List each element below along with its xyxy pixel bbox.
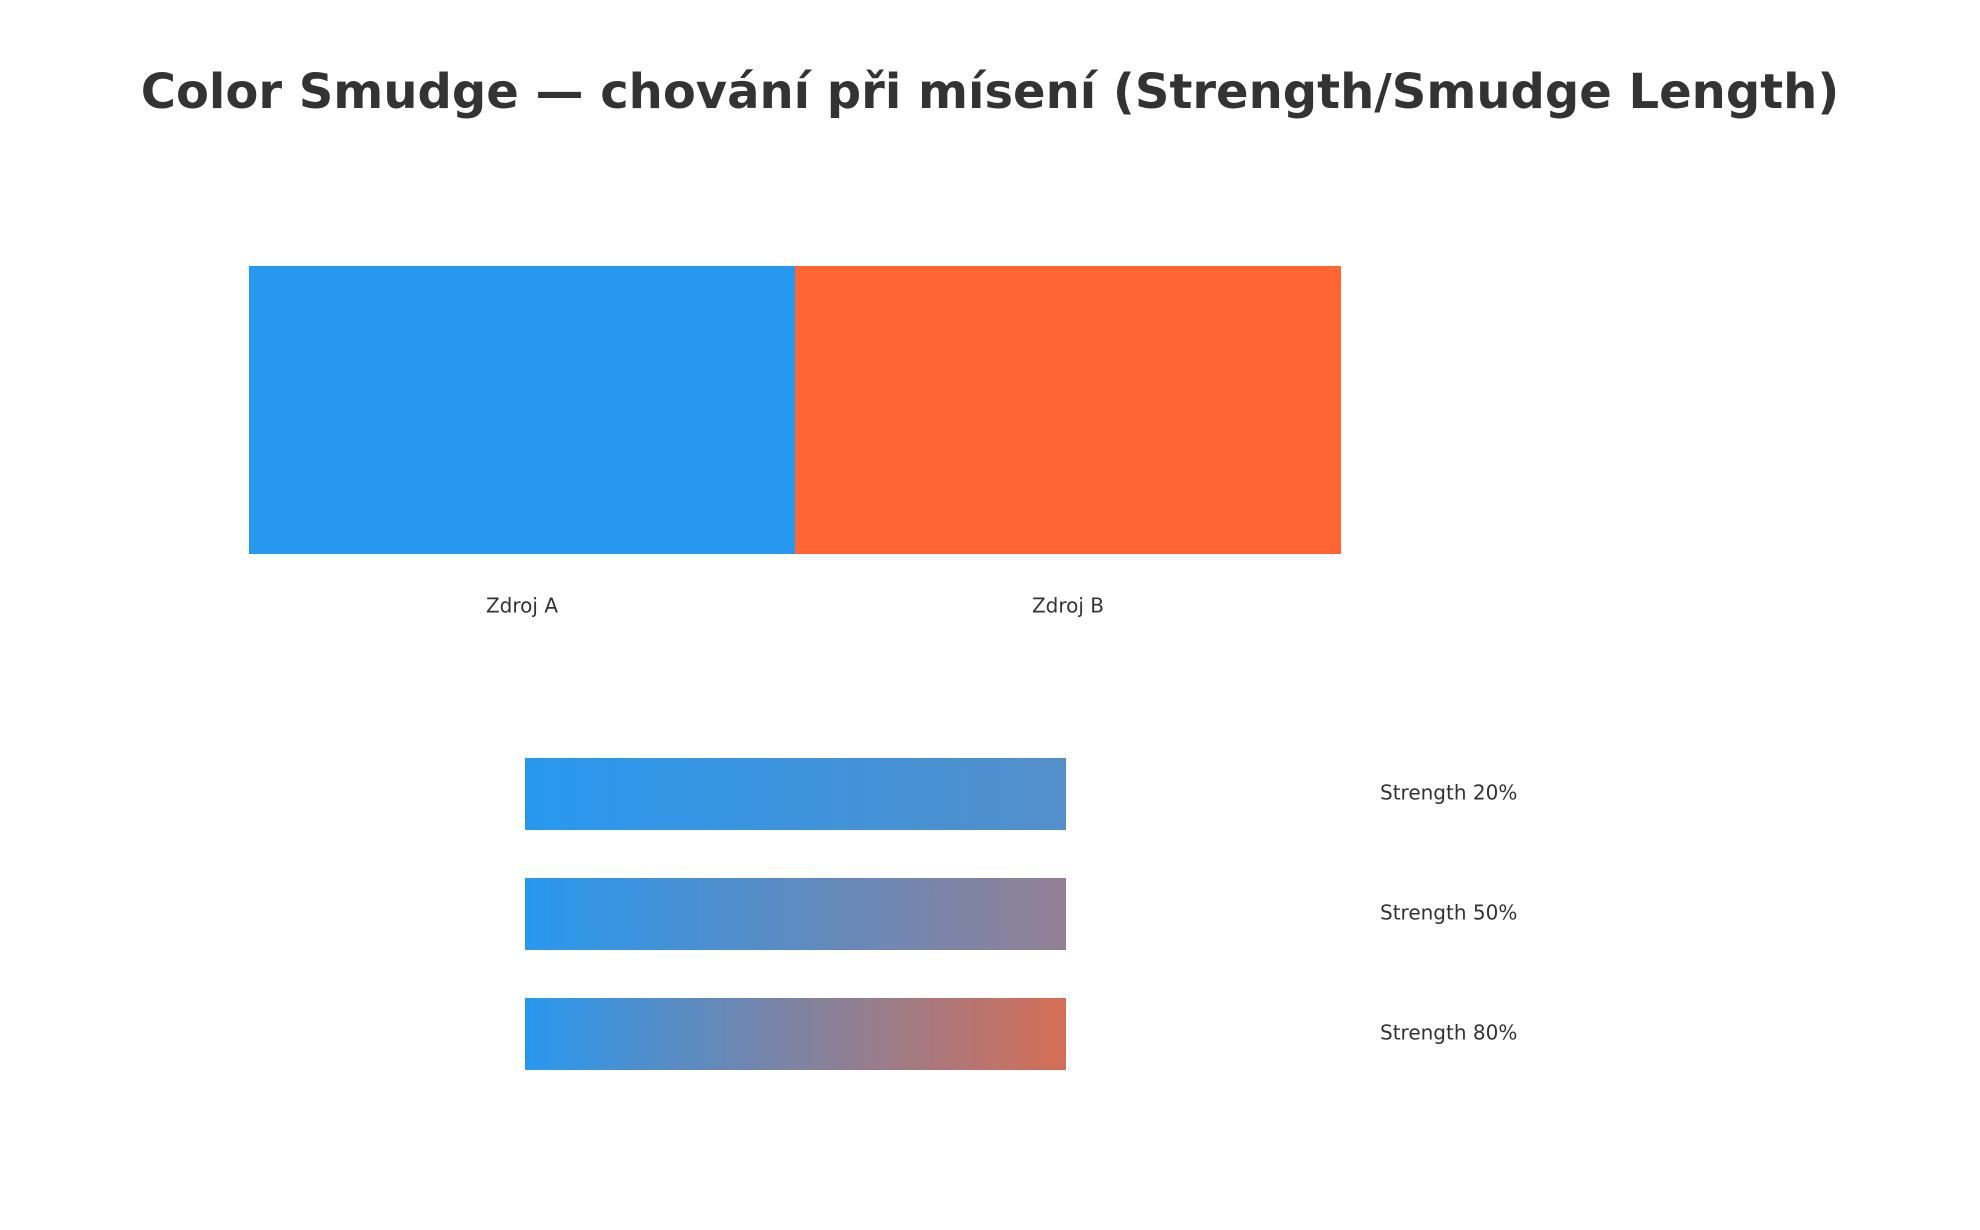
strip-label: Strength 20%: [1380, 781, 1517, 805]
strip-label: Strength 80%: [1380, 1021, 1517, 1045]
title: Color Smudge — chování při mísení (Stren…: [141, 64, 1840, 120]
source-label: Zdroj A: [486, 594, 558, 618]
source-swatch: [795, 266, 1341, 554]
mix-strip: [525, 998, 1066, 1070]
mix-strip: [525, 758, 1066, 830]
mix-strip: [525, 878, 1066, 950]
strip-label: Strength 50%: [1380, 901, 1517, 925]
source-swatch: [249, 266, 795, 554]
source-label: Zdroj B: [1032, 594, 1104, 618]
